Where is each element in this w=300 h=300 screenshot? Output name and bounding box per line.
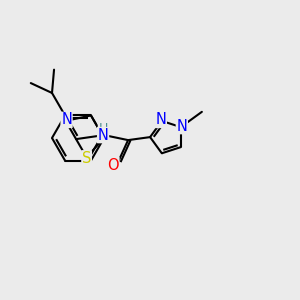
Text: S: S <box>82 151 91 166</box>
Text: O: O <box>107 158 119 172</box>
Text: N: N <box>98 128 109 142</box>
Text: N: N <box>176 118 187 134</box>
Text: N: N <box>61 112 72 128</box>
Text: N: N <box>155 112 166 128</box>
Text: H: H <box>98 122 108 135</box>
